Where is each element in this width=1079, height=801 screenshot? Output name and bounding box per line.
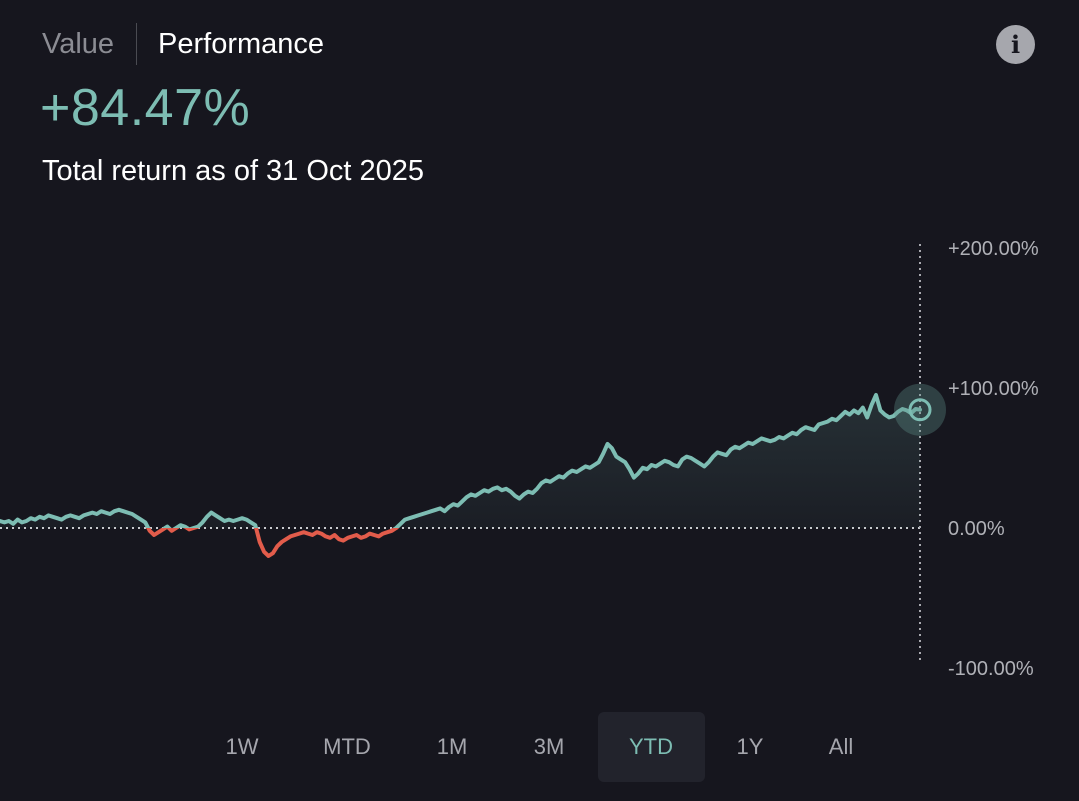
- info-icon[interactable]: i: [996, 25, 1035, 64]
- series-line-positive: [0, 393, 922, 528]
- range-button-mtd[interactable]: MTD: [323, 734, 371, 759]
- area-fill: [0, 395, 920, 528]
- range-button-ytd[interactable]: YTD: [597, 712, 705, 782]
- view-tabs: Value Performance: [42, 22, 324, 66]
- y-tick-label: 0.00%: [948, 518, 1005, 540]
- series-line-negative: [145, 528, 400, 558]
- y-tick-label: +200.00%: [948, 238, 1039, 260]
- y-tick-label: -100.00%: [948, 658, 1034, 680]
- range-button-1m[interactable]: 1M: [436, 734, 468, 759]
- range-button-1y[interactable]: 1Y: [736, 734, 764, 759]
- range-button-3m[interactable]: 3M: [533, 734, 565, 759]
- current-point-halo: [894, 383, 946, 436]
- tab-performance[interactable]: Performance: [158, 28, 325, 60]
- y-tick-label: +100.00%: [948, 378, 1039, 400]
- tab-value[interactable]: Value: [42, 28, 115, 60]
- total-return-caption: Total return as of 31 Oct 2025: [42, 155, 425, 187]
- performance-chart[interactable]: +200.00% +100.00% 0.00% -100.00%: [0, 0, 1079, 700]
- tab-divider: [136, 23, 138, 65]
- range-selector: 1W MTD 1M 3M YTD 1Y All: [0, 712, 1079, 782]
- total-return-value: +84.47%: [40, 79, 251, 137]
- range-button-1w[interactable]: 1W: [225, 734, 259, 759]
- current-point-marker[interactable]: [908, 398, 932, 422]
- range-button-all[interactable]: All: [828, 734, 854, 759]
